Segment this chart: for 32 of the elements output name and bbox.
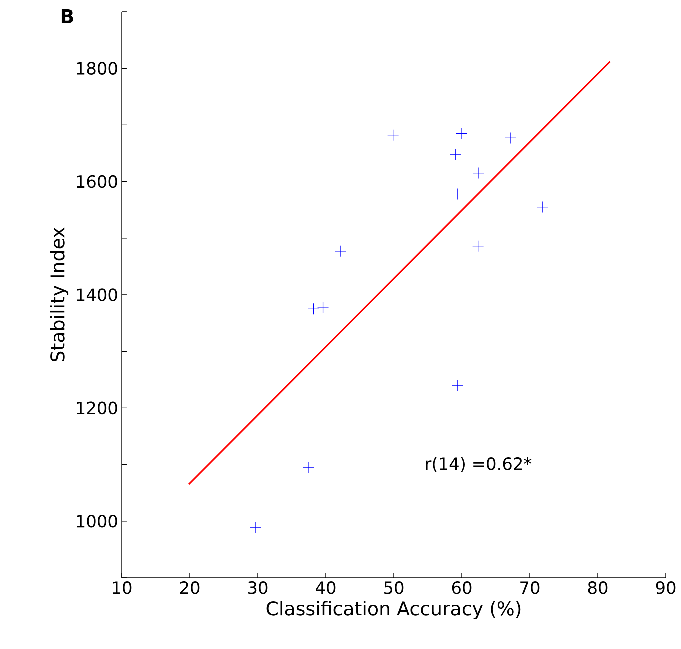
x-tick-label: 90 (656, 582, 676, 594)
x-tick-label: 30 (248, 582, 268, 594)
point (450, 148, 462, 160)
chart-title: B (62, 10, 74, 24)
point (472, 240, 484, 252)
point (388, 130, 400, 142)
x-tick-label: 60 (452, 582, 472, 594)
point (317, 302, 330, 314)
y-tick-label: 1200 (77, 402, 118, 415)
point (456, 128, 468, 140)
point (308, 303, 320, 315)
point (335, 246, 347, 258)
y-axis-title: Stability Index (50, 228, 69, 362)
point (303, 462, 315, 474)
x-tick-label: 10 (113, 582, 132, 594)
y-tick-label: 1000 (77, 514, 118, 528)
x-tick-label: 70 (520, 582, 540, 594)
x-tick-label: 80 (588, 582, 608, 594)
point (537, 201, 549, 214)
point (473, 168, 485, 180)
point (452, 188, 464, 200)
y-tick-label: 1800 (77, 62, 118, 75)
x-axis-title: Classification Accuracy (%) (266, 601, 521, 620)
x-tick-label: 50 (384, 582, 404, 594)
x-tick-label: 40 (316, 582, 336, 594)
y-tick-label: 1600 (77, 175, 118, 188)
annotation: r(14) =0.62* (426, 457, 532, 472)
x-tick-label: 20 (180, 582, 200, 594)
point (250, 522, 262, 534)
point (452, 380, 464, 392)
y-tick-label: 1400 (77, 288, 118, 302)
point (505, 132, 517, 144)
